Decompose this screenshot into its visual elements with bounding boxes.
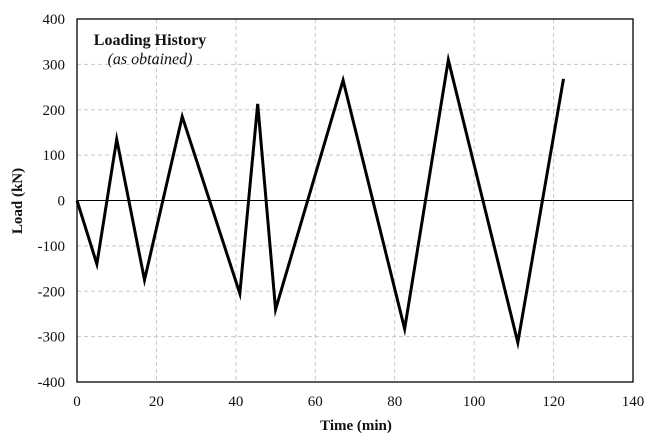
x-tick-label: 100 <box>463 394 486 410</box>
y-tick-label: 200 <box>43 103 66 119</box>
y-tick-label: 300 <box>43 57 66 73</box>
x-tick-label: 60 <box>308 394 323 410</box>
y-tick-label: 400 <box>43 12 66 28</box>
y-tick-label: -400 <box>38 375 66 391</box>
x-tick-label: 40 <box>228 394 243 410</box>
chart-subtitle: (as obtained) <box>108 51 193 68</box>
y-axis-title: Load (kN) <box>10 168 26 234</box>
x-tick-label: 0 <box>73 394 81 410</box>
x-axis-title: Time (min) <box>320 418 392 434</box>
y-tick-label: 100 <box>43 148 66 164</box>
x-tick-labels: 0 20 40 60 80 100 120 140 <box>73 394 644 410</box>
series-layer <box>75 52 565 350</box>
y-tick-label: -100 <box>38 239 66 255</box>
chart-title: Loading History <box>94 32 206 49</box>
grid-lines <box>77 19 633 382</box>
x-tick-label: 80 <box>387 394 402 410</box>
x-tick-label: 120 <box>542 394 565 410</box>
y-tick-label: -200 <box>38 284 66 300</box>
plot-frame <box>76 18 634 383</box>
y-tick-label: 0 <box>58 194 66 210</box>
x-tick-label: 140 <box>622 394 645 410</box>
y-tick-label: -300 <box>38 330 66 346</box>
y-tick-labels: 400 300 200 100 0 -100 -200 -300 -400 <box>38 12 66 391</box>
series-line-0 <box>75 52 565 350</box>
x-tick-label: 20 <box>149 394 164 410</box>
